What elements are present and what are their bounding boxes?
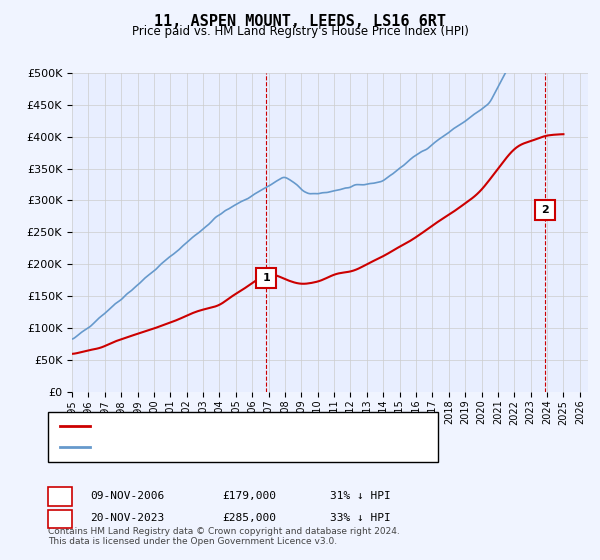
Text: 2: 2 <box>542 205 549 215</box>
Text: 09-NOV-2006: 09-NOV-2006 <box>90 491 164 501</box>
Text: 31% ↓ HPI: 31% ↓ HPI <box>330 491 391 501</box>
Text: 11, ASPEN MOUNT, LEEDS, LS16 6RT: 11, ASPEN MOUNT, LEEDS, LS16 6RT <box>154 14 446 29</box>
Text: 33% ↓ HPI: 33% ↓ HPI <box>330 513 391 523</box>
Text: £285,000: £285,000 <box>222 513 276 523</box>
Text: 1: 1 <box>263 273 271 283</box>
Text: Contains HM Land Registry data © Crown copyright and database right 2024.
This d: Contains HM Land Registry data © Crown c… <box>48 526 400 546</box>
Text: 2: 2 <box>56 513 64 523</box>
Text: 20-NOV-2023: 20-NOV-2023 <box>90 513 164 523</box>
Text: 11, ASPEN MOUNT, LEEDS, LS16 6RT (detached house): 11, ASPEN MOUNT, LEEDS, LS16 6RT (detach… <box>102 421 388 431</box>
Text: 1: 1 <box>56 491 64 501</box>
Text: HPI: Average price, detached house, Leeds: HPI: Average price, detached house, Leed… <box>102 442 325 452</box>
Text: Price paid vs. HM Land Registry's House Price Index (HPI): Price paid vs. HM Land Registry's House … <box>131 25 469 38</box>
Text: £179,000: £179,000 <box>222 491 276 501</box>
